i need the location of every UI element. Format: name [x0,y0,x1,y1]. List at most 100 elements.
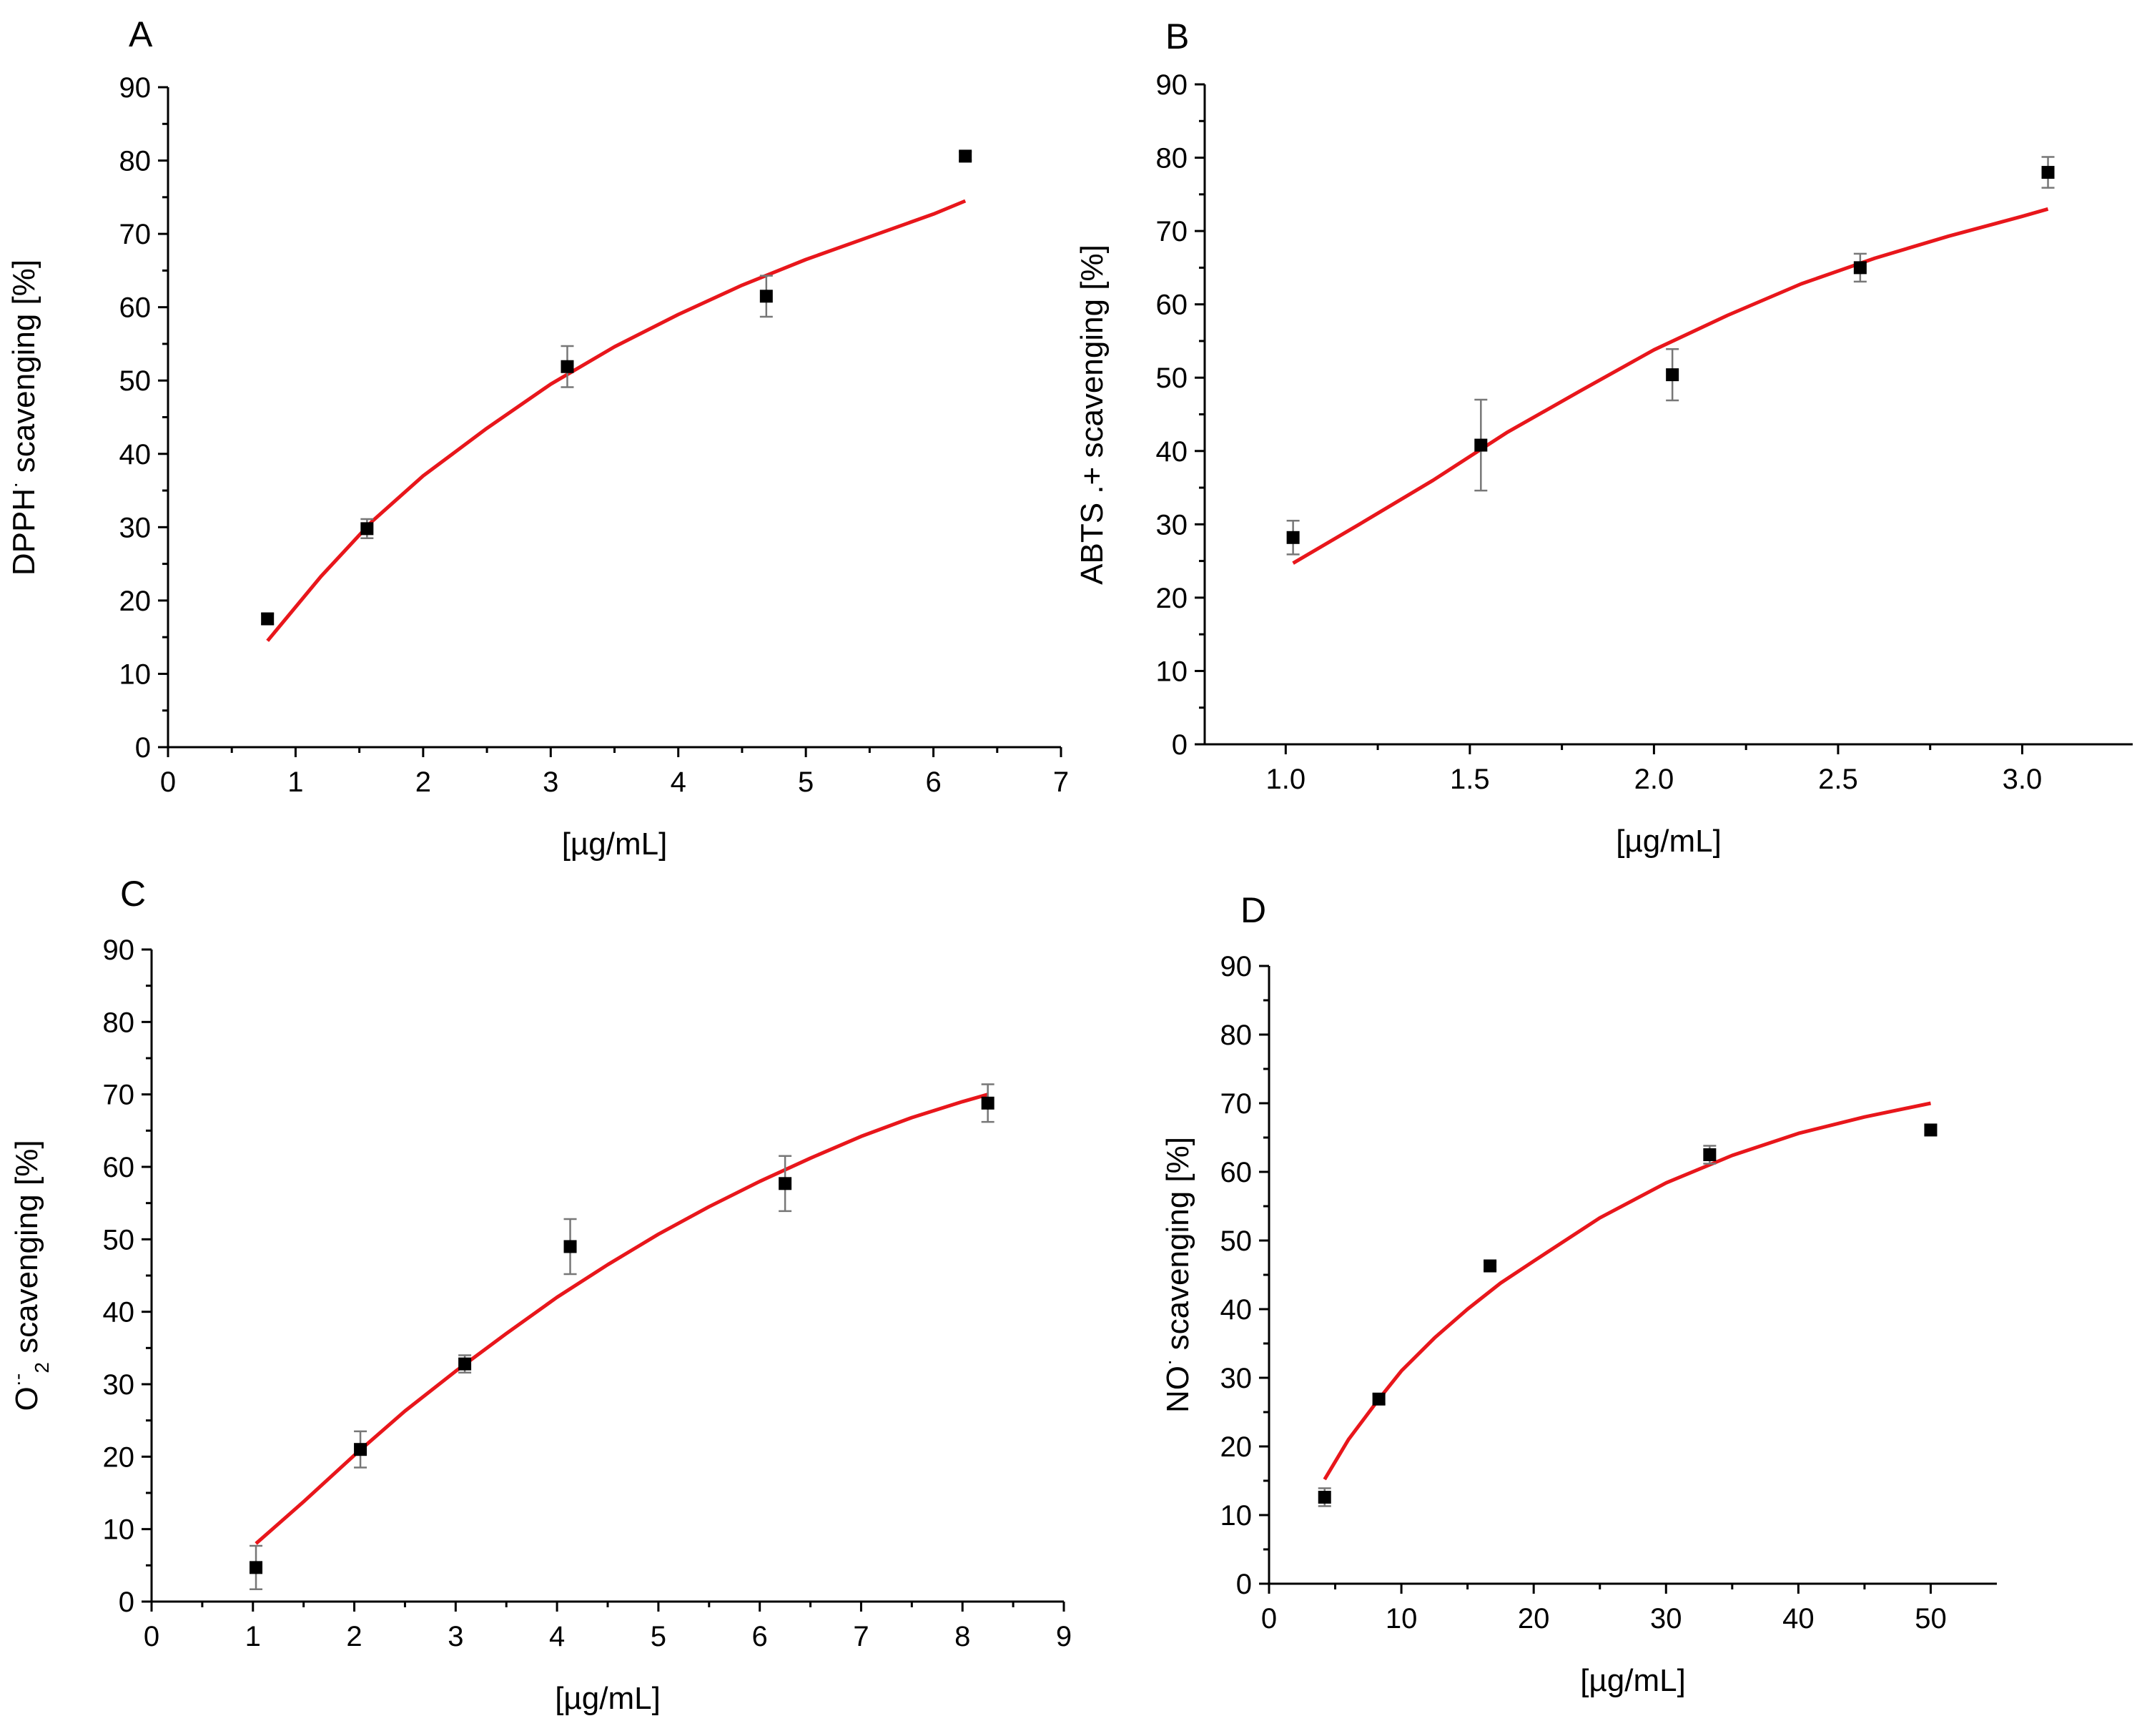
x-tick-label: 7 [1053,766,1069,798]
y-tick-label: 40 [119,439,152,470]
y-tick-label: 40 [1156,436,1188,468]
x-tick-label: 5 [798,766,814,798]
data-point [563,1240,577,1253]
x-tick-label: 1 [287,766,303,798]
y-title-main: NO [1160,1366,1195,1413]
y-tick-label: 70 [1220,1088,1253,1120]
y-tick-label: 80 [1220,1020,1253,1051]
x-tick-label: 10 [1386,1603,1418,1634]
y-title-rest: scavenging [%] [1160,1137,1195,1359]
x-tick-label: 2 [415,766,431,798]
data-point [250,1561,263,1574]
chart-panel-b: 0 10 20 30 40 50 60 70 80 90 1.0 1.5 2.0 2.5 3.0 [µg/mL… [1075,16,2133,859]
y-tick-label: 10 [1156,656,1188,687]
y-title-main: O [9,1386,44,1411]
data-point [981,1096,994,1110]
x-tick-label: 2.5 [1818,764,1858,795]
data-point [1924,1123,1938,1137]
x-tick-label: 30 [1650,1603,1682,1634]
x-tick-label: 4 [671,766,686,798]
y-tick-label: 10 [103,1514,135,1546]
x-tick-label: 1.0 [1266,764,1306,795]
y-tick-label: 70 [103,1080,135,1111]
y-tick-label: 90 [1220,951,1253,982]
x-tick-label: 40 [1782,1603,1815,1634]
y-tick-label: 50 [1156,363,1188,394]
y-tick-label: 0 [119,1587,134,1618]
y-title-main: ABTS .+ scavenging [%] [1075,245,1110,585]
data-point [261,612,275,626]
x-tick-label: 0 [1261,1603,1277,1634]
data-point [1703,1148,1717,1161]
y-tick-label: 20 [119,586,152,617]
x-axis-title: [µg/mL] [1580,1663,1686,1698]
x-axis-title: [µg/mL] [1616,824,1722,859]
y-title-superscript: ·- [6,1373,29,1387]
fit-curve [1323,1101,1932,1481]
y-title-superscript: · [1158,1359,1180,1366]
x-axis-title: [µg/mL] [562,827,668,862]
y-tick-label: 60 [103,1152,135,1183]
panel-letter: A [129,14,153,54]
y-title-subscript: 2 [31,1362,53,1373]
x-tick-label: 6 [752,1621,768,1652]
x-tick-label: 1 [245,1621,261,1652]
y-tick-label: 50 [1220,1225,1253,1257]
y-tick-label: 60 [1220,1157,1253,1188]
data-point [354,1443,367,1456]
x-tick-label: 5 [651,1621,666,1652]
y-tick-label: 50 [119,365,152,397]
y-tick-label: 70 [119,219,152,250]
x-tick-label: 6 [925,766,941,798]
x-tick-label: 7 [853,1621,869,1652]
y-tick-label: 80 [1156,143,1188,174]
data-point [779,1177,792,1190]
y-tick-label: 0 [1236,1569,1252,1600]
data-point [1853,261,1867,275]
chart-panel-a: 0 10 20 30 40 50 60 70 80 90 0 1 2 3 4 5 6 7 [µg/mL] DPPH· … [4,14,1069,862]
fit-curve [266,199,967,642]
x-tick-label: 2 [346,1621,362,1652]
x-axis-title: [µg/mL] [555,1681,661,1716]
y-tick-label: 80 [103,1007,135,1038]
x-tick-label: 0 [160,766,176,798]
y-axis-title: NO· scavenging [%] [1158,1137,1195,1413]
data-point [2041,166,2055,179]
y-tick-label: 90 [1156,69,1188,101]
y-title-rest: scavenging [%] [9,1140,44,1362]
data-point [1666,368,1679,382]
x-tick-label: 3.0 [2003,764,2043,795]
x-tick-label: 50 [1915,1603,1947,1634]
y-tick-label: 90 [119,72,152,104]
chart-panel-d: 0 10 20 30 40 50 60 70 80 90 0 10 20 30 40 50 [µg/mL] NO·… [1158,890,1997,1698]
data-point [1372,1392,1386,1406]
x-tick-label: 2.0 [1634,764,1674,795]
panel-letter: D [1240,890,1266,930]
x-tick-label: 20 [1518,1603,1550,1634]
y-tick-label: 30 [103,1369,135,1401]
y-tick-label: 10 [1220,1500,1253,1532]
x-tick-label: 1.5 [1450,764,1490,795]
y-tick-label: 10 [119,659,152,690]
data-point [1484,1259,1497,1273]
y-tick-label: 0 [1172,729,1188,761]
y-tick-label: 70 [1156,216,1188,247]
y-tick-label: 30 [119,512,152,543]
x-tick-label: 8 [954,1621,970,1652]
y-tick-label: 30 [1156,509,1188,541]
y-tick-label: 0 [135,732,151,764]
y-tick-label: 80 [119,146,152,177]
y-tick-label: 30 [1220,1363,1253,1394]
data-point [360,522,374,536]
data-point [561,360,574,373]
data-point [1286,531,1300,544]
y-tick-label: 40 [1220,1294,1253,1326]
y-axis-title: ABTS .+ scavenging [%] [1075,245,1110,585]
y-title-main: DPPH [6,488,41,576]
y-title-rest: scavenging [%] [6,260,41,482]
x-tick-label: 4 [549,1621,565,1652]
y-tick-label: 20 [1220,1431,1253,1463]
data-point [1474,438,1488,452]
